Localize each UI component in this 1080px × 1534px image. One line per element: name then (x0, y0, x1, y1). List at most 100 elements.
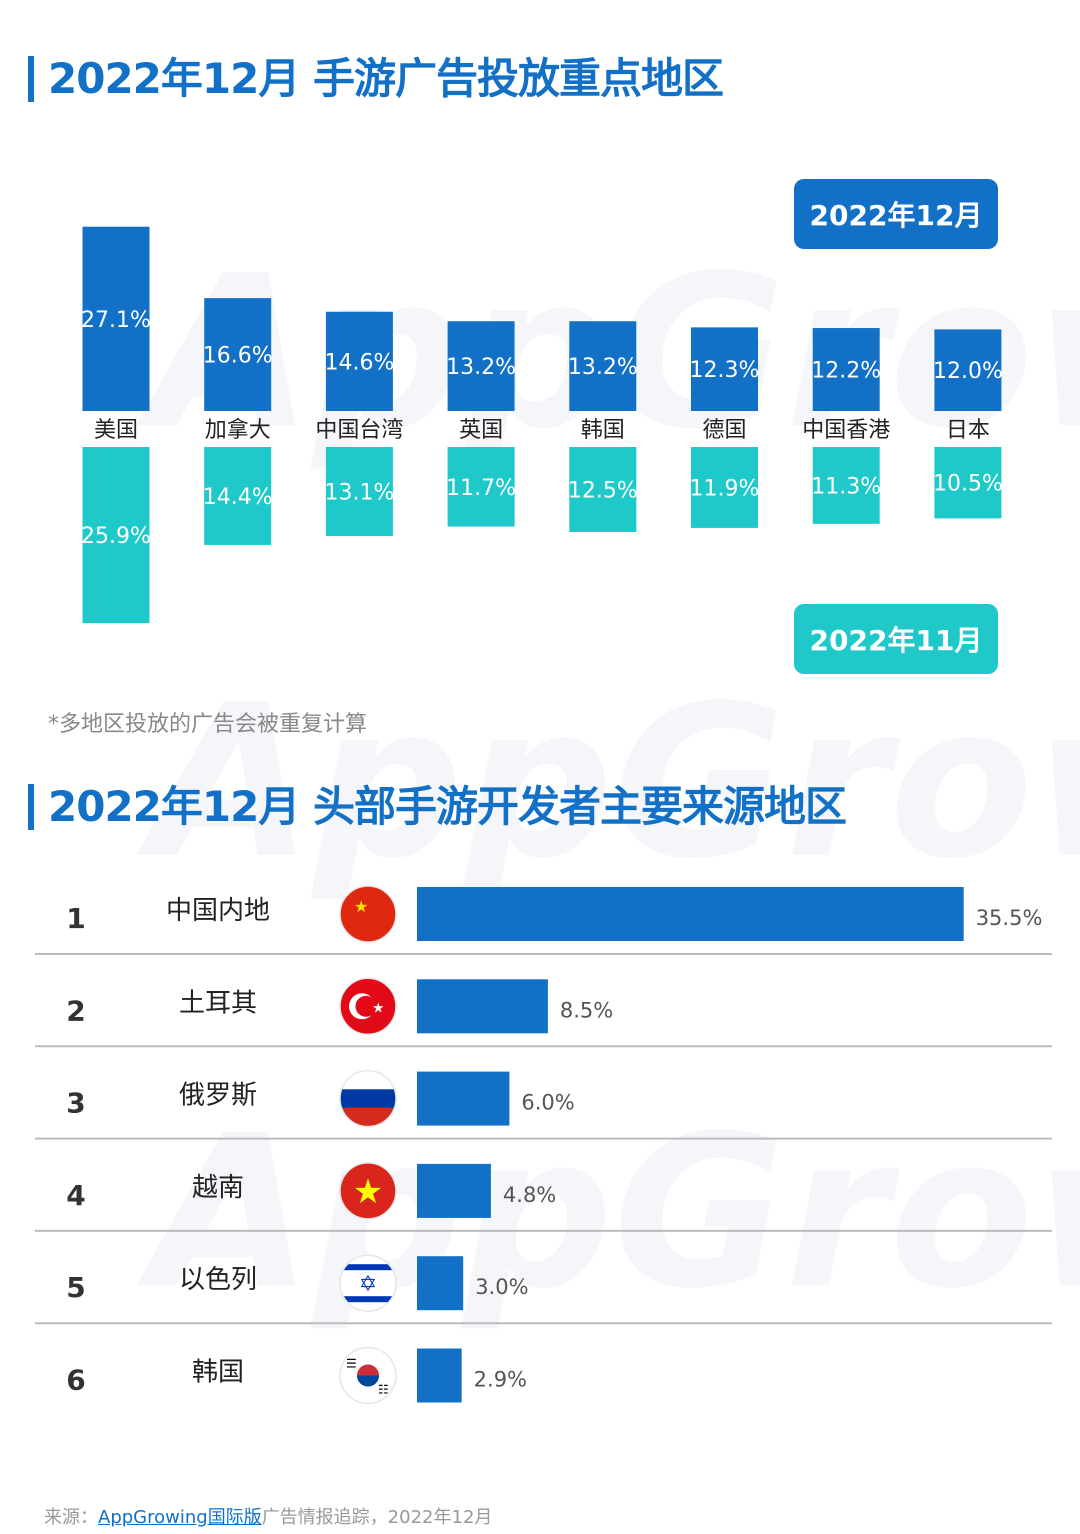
bar-label-nov: 11.7% (446, 476, 516, 501)
bar-label-dec: 27.1% (81, 308, 151, 333)
category-label: 中国台湾 (315, 418, 403, 443)
bar-label-nov: 25.9% (81, 524, 151, 549)
bar (417, 1256, 464, 1311)
rank: 6 (66, 1364, 85, 1397)
bar-nov (325, 447, 393, 537)
source-link[interactable]: AppGrowing国际版 (98, 1507, 262, 1528)
category-label: 英国 (459, 418, 503, 443)
bar (417, 1348, 462, 1403)
bar-dec (691, 327, 758, 411)
bar-label-dec: 14.6% (324, 350, 394, 375)
bar-label-dec: 12.3% (690, 358, 760, 383)
bar-nov (569, 447, 637, 532)
value-label: 2.9% (474, 1368, 527, 1392)
region-name: 中国内地 (166, 896, 270, 926)
taeguk-blue (357, 1375, 379, 1387)
star: ★ (353, 1172, 383, 1212)
region-bar-chart: 27.1% 美国 25.9% 16.6% 加拿大 14.4% 14.6% 中国台湾 13.1% 1… (81, 226, 1003, 624)
bar-dec (812, 328, 880, 411)
value-label: 8.5% (560, 998, 613, 1022)
table-row: 4 越南 ★ 4.8% (35, 1162, 1052, 1232)
vietnam-flag: ★ (340, 1162, 396, 1219)
stripe (340, 1264, 396, 1271)
flag-border (339, 1346, 397, 1405)
table-row: 3 俄罗斯 6.0% (35, 1069, 1052, 1140)
region-name: 韩国 (192, 1358, 244, 1388)
region-name: 以色列 (179, 1265, 257, 1295)
star: ★ (354, 897, 368, 916)
stripe (340, 1296, 396, 1303)
region-name: 土耳其 (179, 988, 257, 1018)
bar-nov (934, 447, 1002, 519)
bar-label-dec: 13.2% (568, 355, 638, 380)
bg (340, 886, 396, 942)
table-row: 5 以色列 ✡ 3.0% (35, 1254, 1052, 1325)
turkey-flag: ★ (340, 978, 396, 1035)
crescent-cut (355, 995, 377, 1017)
chart-title-2: 2022年12月 头部手游开发者主要来源地区 (28, 784, 847, 830)
bar-label-dec: 12.2% (811, 359, 881, 384)
region-name: 俄罗斯 (179, 1081, 257, 1111)
star: ✡ (359, 1272, 377, 1297)
stripe (340, 1070, 396, 1090)
bar-dec (447, 321, 515, 411)
bar-label-nov: 11.3% (811, 474, 881, 499)
israel-flag: ✡ (340, 1255, 396, 1312)
watermark: AppGrowing (150, 1090, 1080, 1335)
bar-nov (691, 447, 758, 528)
rank: 5 (66, 1271, 85, 1304)
bar (417, 979, 548, 1034)
category-label: 韩国 (581, 418, 625, 443)
flag-border (339, 1162, 397, 1220)
rank: 3 (66, 1087, 85, 1120)
value-label: 6.0% (521, 1091, 574, 1115)
bar-label-dec: 16.6% (203, 344, 273, 369)
category-label: 日本 (946, 418, 990, 443)
bar (417, 1163, 491, 1218)
source-note: 来源：AppGrowing国际版广告情报追踪，2022年12月 (44, 1503, 492, 1529)
bar-dec (204, 298, 272, 411)
source-suffix: 广告情报追踪，2022年12月 (261, 1507, 493, 1528)
russia-flag (340, 1070, 396, 1127)
watermark: AppGrowing (150, 660, 1080, 905)
bar-dec (934, 329, 1002, 411)
bar-nov (82, 447, 150, 624)
stripe (340, 1107, 396, 1127)
category-label: 加拿大 (205, 417, 271, 443)
rank: 4 (66, 1179, 85, 1212)
bar-nov (204, 447, 272, 545)
table-row: 1 中国内地 ★ 35.5% (35, 885, 1052, 955)
bar-label-dec: 13.2% (446, 355, 516, 380)
category-label: 美国 (94, 418, 138, 443)
rank: 2 (66, 994, 85, 1027)
star: ★ (372, 1000, 385, 1016)
bar-dec (82, 226, 150, 411)
source-prefix: 来源： (44, 1507, 98, 1528)
flag-border (339, 1069, 397, 1128)
bar (417, 1071, 510, 1126)
legend-dec: 2022年12月 (794, 179, 998, 249)
region-name: 越南 (192, 1173, 244, 1203)
bar (417, 887, 964, 941)
legend-nov: 2022年11月 (794, 604, 998, 674)
rank: 1 (66, 902, 85, 935)
flag-border (339, 1254, 397, 1312)
bar-label-nov: 10.5% (933, 472, 1003, 497)
value-label: 3.0% (475, 1275, 528, 1299)
category-label: 德国 (702, 418, 746, 443)
bar-nov (447, 447, 515, 527)
flag-border (339, 977, 397, 1036)
trigram: ☰ (346, 1357, 357, 1371)
bar-dec (569, 321, 637, 411)
bar-label-nov: 11.9% (690, 476, 760, 501)
trigram: ☷ (378, 1383, 389, 1397)
developer-bar-chart: 1 中国内地 ★ 35.5% 2 土耳其 ★ 8.5% 3 俄罗斯 6.0% 4 越南 ★ 4.8% 5 以色列… (35, 885, 1052, 1405)
value-label: 35.5% (976, 906, 1043, 930)
bar-label-nov: 14.4% (203, 485, 273, 510)
bar-label-nov: 12.5% (568, 479, 638, 504)
table-row: 2 土耳其 ★ 8.5% (35, 977, 1052, 1048)
category-label: 中国香港 (802, 418, 890, 443)
bar-dec (325, 311, 393, 411)
korea-flag: ☰☷ (340, 1347, 396, 1404)
